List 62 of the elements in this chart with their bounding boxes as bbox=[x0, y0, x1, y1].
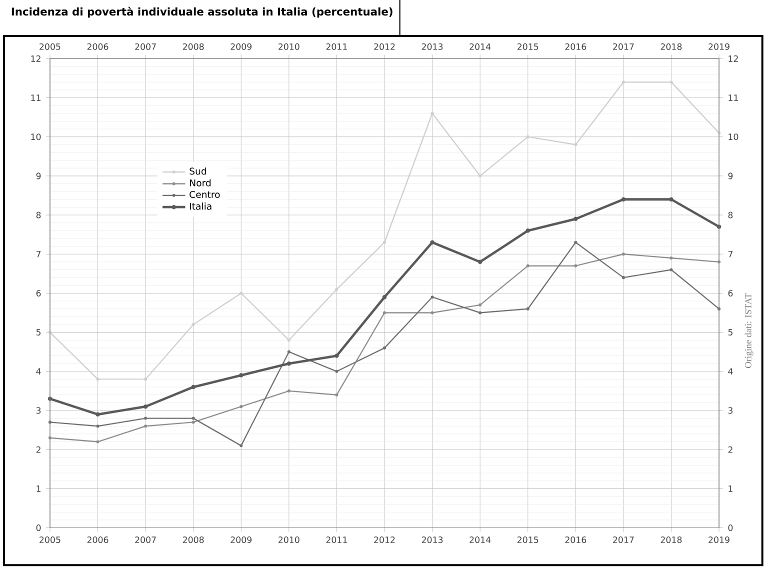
x2-tick-label: 2016 bbox=[565, 44, 586, 50]
x-tick-label: 2012 bbox=[374, 536, 395, 544]
x2-tick-label: 2013 bbox=[422, 44, 443, 50]
y2-tick-label: 6 bbox=[728, 290, 733, 297]
y2-tick-label: 2 bbox=[728, 446, 732, 453]
x2-tick-label: 2005 bbox=[40, 44, 60, 50]
y-tick-label: 9 bbox=[36, 172, 41, 180]
y2-tick-label: 12 bbox=[728, 56, 738, 62]
y-tick-label: 5 bbox=[36, 329, 41, 336]
x-tick-label: 2007 bbox=[135, 536, 156, 544]
x2-tick-label: 2010 bbox=[278, 44, 300, 50]
y-tick-label: 12 bbox=[31, 56, 40, 62]
y-tick-label: 8 bbox=[36, 212, 41, 218]
x-tick-label: 2018 bbox=[660, 536, 682, 544]
legend-label: Sud bbox=[190, 168, 206, 175]
y2-tick-label: 4 bbox=[728, 368, 733, 375]
x-tick-label: 2005 bbox=[40, 536, 60, 544]
x-tick-label: 2019 bbox=[708, 536, 730, 544]
y-tick-label: 7 bbox=[36, 251, 41, 258]
y2-tick-label: 3 bbox=[728, 407, 733, 414]
x2-tick-label: 2007 bbox=[135, 44, 156, 50]
x2-tick-label: 2008 bbox=[182, 44, 204, 50]
x-tick-label: 2011 bbox=[326, 536, 347, 544]
x-tick-label: 2017 bbox=[613, 536, 634, 544]
x-tick-label: 2008 bbox=[182, 536, 204, 544]
x-tick-label: 2009 bbox=[230, 536, 252, 544]
y2-tick-label: 5 bbox=[728, 329, 732, 336]
y2-tick-label: 9 bbox=[728, 172, 733, 180]
y-tick-label: 10 bbox=[31, 134, 41, 140]
x-tick-label: 2013 bbox=[422, 536, 443, 544]
chart-title: Incidenza di povertà individuale assoluta in Italia (percentuale) bbox=[12, 7, 392, 18]
legend-label: Nord bbox=[190, 179, 211, 187]
legend-label: Centro bbox=[190, 191, 220, 198]
x2-tick-label: 2015 bbox=[517, 44, 538, 50]
x2-tick-label: 2019 bbox=[708, 44, 730, 50]
y-tick-label: 1 bbox=[36, 486, 40, 492]
y2-tick-label: 0 bbox=[728, 524, 733, 532]
x-tick-label: 2006 bbox=[87, 536, 108, 544]
y2-tick-label: 1 bbox=[728, 486, 732, 492]
x-tick-label: 2010 bbox=[278, 536, 300, 544]
y-tick-label: 4 bbox=[36, 368, 41, 375]
x2-tick-label: 2017 bbox=[613, 44, 634, 50]
x2-tick-label: 2006 bbox=[87, 44, 108, 50]
y-tick-label: 3 bbox=[36, 407, 41, 414]
y-tick-label: 11 bbox=[31, 94, 40, 102]
text: Origine dati: ISTAT bbox=[744, 293, 754, 368]
x2-tick-label: 2011 bbox=[326, 44, 347, 50]
y-tick-label: 0 bbox=[36, 524, 41, 532]
x2-tick-label: 2018 bbox=[660, 44, 682, 50]
y2-tick-label: 10 bbox=[728, 134, 738, 140]
x-tick-label: 2016 bbox=[565, 536, 586, 544]
y2-tick-label: 11 bbox=[728, 94, 738, 102]
legend-label: Italia bbox=[190, 202, 212, 210]
y2-tick-label: 8 bbox=[728, 212, 733, 218]
y-tick-label: 6 bbox=[36, 290, 41, 297]
y-tick-label: 2 bbox=[36, 446, 40, 453]
x-tick-label: 2014 bbox=[470, 536, 491, 544]
y2-tick-label: 7 bbox=[728, 251, 732, 258]
x2-tick-label: 2009 bbox=[230, 44, 252, 50]
x-tick-label: 2015 bbox=[517, 536, 538, 544]
x2-tick-label: 2012 bbox=[374, 44, 395, 50]
x2-tick-label: 2014 bbox=[470, 44, 491, 50]
